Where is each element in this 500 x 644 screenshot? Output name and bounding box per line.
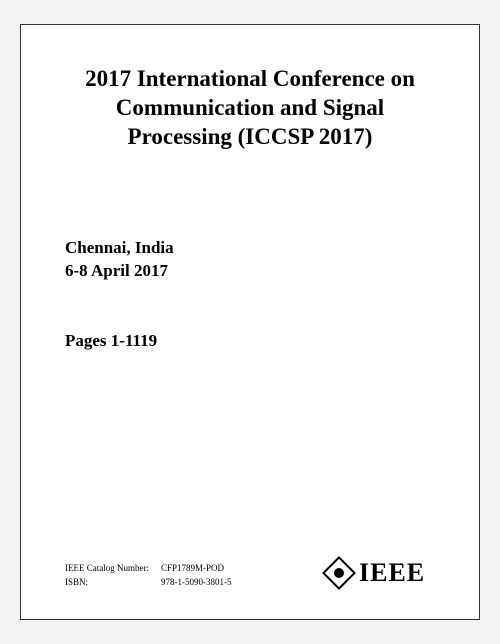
catalog-number-label: IEEE Catalog Number: bbox=[65, 562, 161, 576]
footer: IEEE Catalog Number: CFP1789M-POD ISBN: … bbox=[65, 537, 435, 589]
proceedings-cover-page: 2017 International Conference on Communi… bbox=[20, 24, 480, 620]
isbn-row: ISBN: 978-1-5090-3801-5 bbox=[65, 576, 232, 590]
conference-location: Chennai, India bbox=[65, 237, 435, 260]
page-range: Pages 1-1119 bbox=[65, 331, 435, 351]
isbn-value: 978-1-5090-3801-5 bbox=[161, 576, 232, 590]
conference-dates: 6-8 April 2017 bbox=[65, 260, 435, 283]
catalog-number-value: CFP1789M-POD bbox=[161, 562, 224, 576]
conference-title: 2017 International Conference on Communi… bbox=[65, 65, 435, 151]
location-dates-block: Chennai, India 6-8 April 2017 bbox=[65, 237, 435, 283]
catalog-info: IEEE Catalog Number: CFP1789M-POD ISBN: … bbox=[65, 562, 232, 589]
catalog-number-row: IEEE Catalog Number: CFP1789M-POD bbox=[65, 562, 232, 576]
ieee-logo-text: IEEE bbox=[359, 558, 425, 588]
ieee-logo: IEEE bbox=[325, 553, 435, 593]
isbn-label: ISBN: bbox=[65, 576, 161, 590]
ieee-diamond-icon bbox=[319, 553, 359, 593]
